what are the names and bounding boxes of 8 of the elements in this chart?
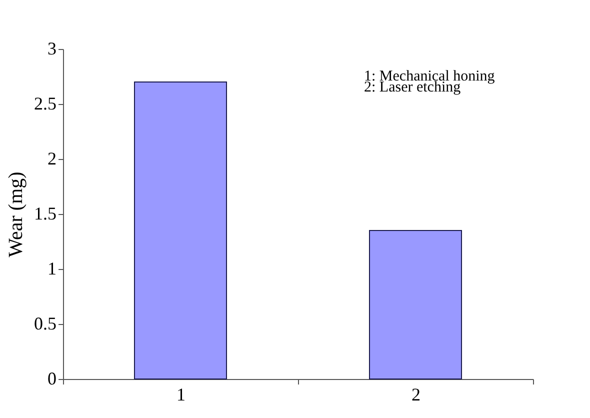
y-tick-label: 2.5 (34, 94, 56, 114)
y-tick-label: 0 (48, 368, 56, 388)
y-tick-label: 0.5 (34, 314, 56, 334)
y-tick-label: 3 (48, 38, 56, 58)
y-tick-label: 1.5 (34, 204, 56, 224)
y-tick-label: 2 (48, 148, 56, 168)
y-tick-label: 1 (48, 258, 56, 278)
y-axis-title: Wear (mg) (5, 172, 27, 258)
